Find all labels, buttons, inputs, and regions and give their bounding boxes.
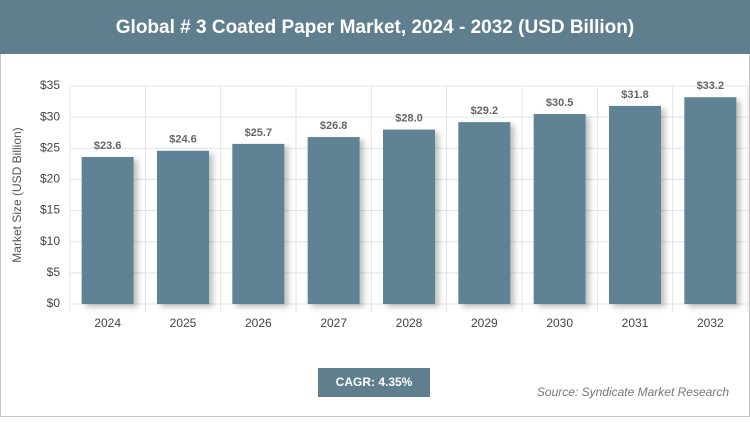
bar	[458, 122, 511, 304]
bar	[684, 97, 737, 304]
y-tick-label: $5	[47, 265, 61, 279]
y-tick-label: $30	[40, 109, 60, 123]
value-label: $25.7	[245, 127, 273, 139]
bar	[533, 114, 586, 305]
y-axis-title: Market Size (USD Billion)	[10, 127, 24, 262]
x-tick-label: 2031	[622, 316, 649, 330]
value-label: $26.8	[320, 120, 348, 132]
value-label: $28.0	[395, 113, 423, 125]
y-tick-label: $10	[40, 234, 60, 248]
y-tick-label: $25	[40, 140, 60, 154]
x-tick-label: 2024	[94, 316, 121, 330]
bar	[81, 157, 134, 304]
x-tick-label: 2030	[546, 316, 573, 330]
bar	[157, 150, 209, 304]
cagr-box	[318, 368, 430, 397]
title-banner	[0, 0, 750, 54]
value-label: $24.6	[169, 134, 197, 146]
y-tick-label: $35	[40, 78, 60, 92]
source-note: Source: Syndicate Market Research	[537, 385, 729, 399]
x-tick-label: 2027	[320, 316, 347, 330]
x-tick-label: 2032	[697, 316, 724, 330]
cagr-label: CAGR: 4.35%	[336, 375, 413, 389]
y-tick-label: $0	[47, 296, 61, 310]
x-tick-label: 2025	[170, 316, 197, 330]
x-tick-label: 2029	[471, 316, 498, 330]
value-label: $30.5	[546, 97, 574, 109]
y-tick-label: $15	[40, 203, 60, 217]
value-label: $23.6	[94, 140, 122, 152]
y-tick-label: $20	[40, 172, 60, 186]
x-tick-label: 2028	[396, 316, 423, 330]
bar	[232, 143, 285, 304]
value-label: $31.8	[621, 89, 649, 101]
bar	[383, 129, 435, 304]
value-label: $29.2	[471, 105, 499, 117]
bar	[609, 105, 661, 304]
value-label: $33.2	[697, 80, 725, 92]
bar	[307, 137, 360, 304]
x-tick-label: 2026	[245, 316, 272, 330]
chart-title: Global # 3 Coated Paper Market, 2024 - 2…	[116, 17, 634, 38]
